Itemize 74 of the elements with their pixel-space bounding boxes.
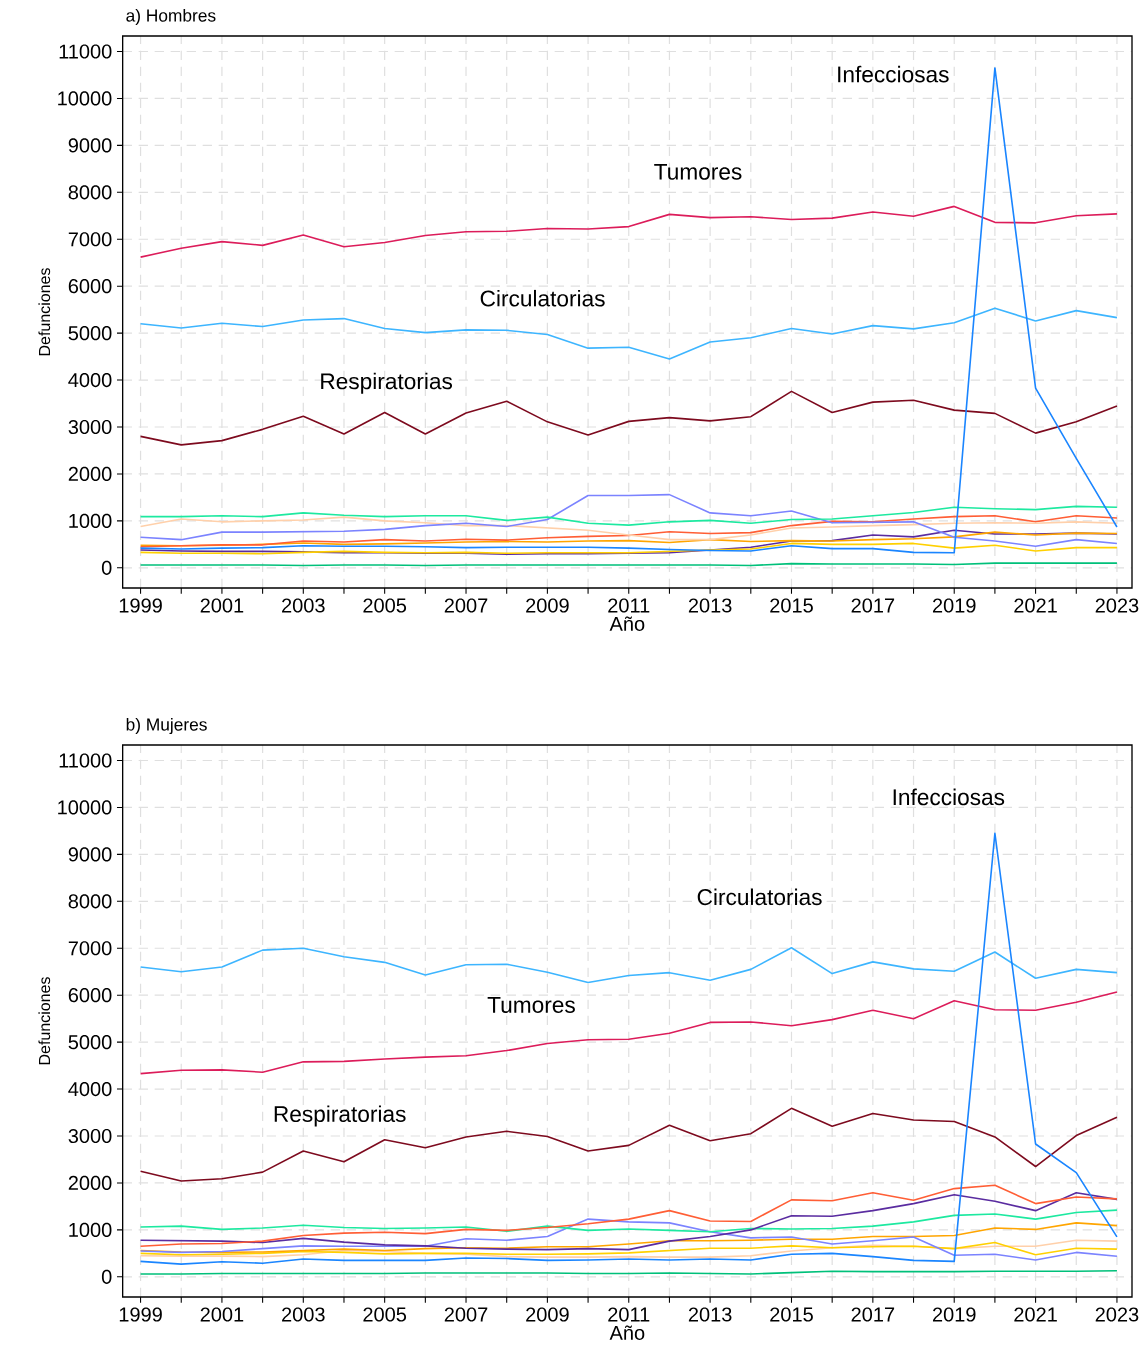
x-tick-label: 2001 [200,1307,244,1322]
x-tick-label: 2013 [688,1307,732,1322]
y-tick-label: 7000 [68,232,112,247]
x-tick-label: 2013 [688,598,732,613]
y-tick-label: 10000 [58,91,112,106]
y-tick-label: 10000 [58,800,112,815]
x-tick-label: 2007 [444,598,488,613]
x-tick-label: 2017 [851,598,895,613]
annotation: Respiratorias [274,1105,406,1127]
x-tick-label: 1999 [119,1307,162,1322]
x-tick-label: 2023 [1095,1307,1139,1322]
y-tick-label: 6000 [68,988,112,1003]
annotation: Circulatorias [480,289,605,307]
x-tick-label: 2021 [1014,598,1057,613]
y-tick-label: 8000 [68,185,112,200]
y-axis-title: Defunciones [38,268,51,356]
line-series [139,531,1118,547]
x-tick-label: 2009 [526,1307,569,1322]
x-tick-label: 2021 [1014,1307,1057,1322]
y-tick-label: 8000 [68,894,112,909]
x-tick-label: 1999 [119,598,162,613]
x-tick-label: 2001 [200,598,244,613]
y-tick-label: 6000 [68,279,112,294]
y-tick-label: 11000 [59,753,112,768]
x-axis-title: Año [609,616,645,631]
y-tick-label: 1000 [69,1222,112,1237]
line-series [139,946,1118,984]
line-series [139,991,1118,1075]
y-tick-label: 9000 [68,138,112,153]
x-tick-label: 2009 [526,598,569,613]
y-tick-label: 3000 [68,419,112,435]
chart-title: b) Mujeres [126,717,207,735]
annotation: Tumores [654,163,742,180]
line-series [139,514,1118,548]
x-tick-label: 2019 [932,598,976,613]
y-tick-label: 7000 [68,941,112,956]
x-tick-label: 2011 [608,598,650,613]
x-tick-label: 2015 [770,1307,813,1322]
annotation: Tumores [487,997,575,1013]
annotation: Circulatorias [697,888,822,906]
y-tick-label: 0 [101,1269,112,1284]
x-tick-label: 2003 [282,1307,325,1322]
line-series [139,1209,1118,1233]
x-tick-label: 2017 [851,1307,895,1322]
annotation: Respiratorias [321,372,453,394]
x-tick-label: 2005 [363,598,407,613]
x-tick-label: 2011 [608,1307,650,1322]
x-tick-label: 2007 [444,1307,488,1322]
y-tick-label: 3000 [68,1128,112,1144]
y-tick-label: 5000 [68,326,112,341]
y-tick-label: 4000 [68,372,112,388]
y-axis-title: Defunciones [38,977,51,1065]
x-axis-title: Año [609,1325,645,1340]
line-series [139,1107,1118,1182]
annotation: Infecciosas [893,788,1005,806]
line-series [139,307,1118,360]
y-tick-label: 0 [101,560,112,575]
y-tick-label: 5000 [68,1035,112,1050]
y-tick-label: 9000 [68,847,112,862]
y-tick-label: 4000 [68,1081,112,1097]
x-tick-label: 2023 [1095,598,1139,613]
y-tick-label: 11000 [59,44,112,59]
chart-title: a) Hombres [126,8,216,26]
line-series [139,1184,1118,1248]
x-tick-label: 2005 [363,1307,407,1322]
y-tick-label: 2000 [68,1175,112,1191]
annotation: Infecciosas [838,65,949,83]
x-tick-label: 2003 [282,598,325,613]
y-tick-label: 2000 [68,466,112,482]
y-tick-label: 1000 [69,513,112,528]
x-tick-label: 2019 [932,1307,976,1322]
line-series [139,505,1118,526]
line-series [139,205,1118,258]
x-tick-label: 2015 [770,598,813,613]
